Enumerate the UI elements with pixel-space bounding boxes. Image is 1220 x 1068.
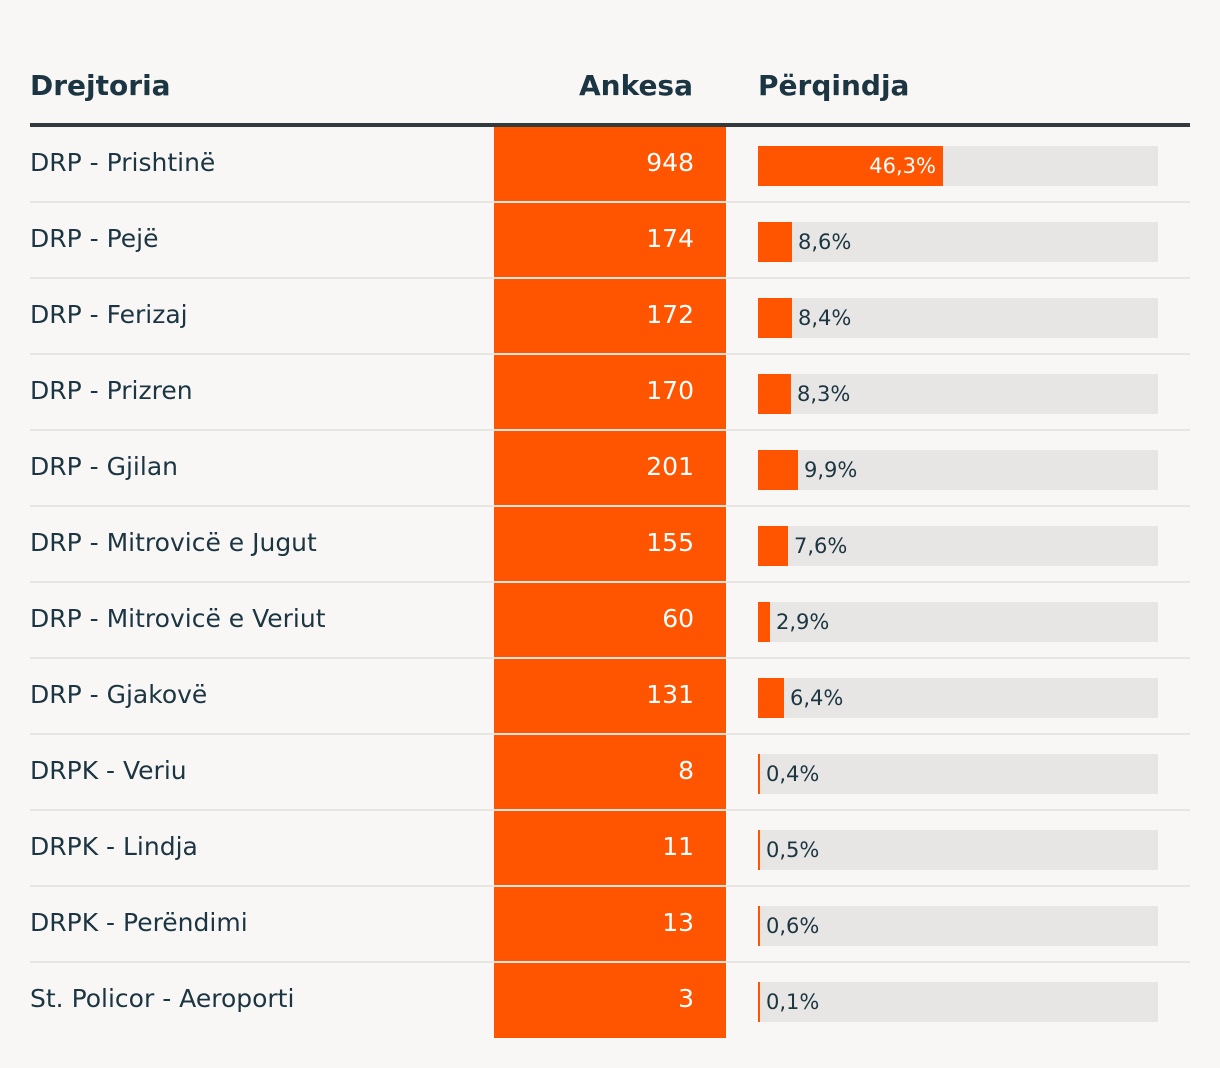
share-label: 8,6% (798, 230, 852, 254)
share-bar-track: 46,3% (758, 146, 1158, 186)
table-row: St. Policor - Aeroporti 3 0,1% (0, 963, 1220, 1039)
row-name: DRP - Prishtinë (30, 148, 216, 177)
column-header-drejtoria: Drejtoria (30, 69, 171, 102)
table-row: DRP - Mitrovicë e Veriut 60 2,9% (0, 583, 1220, 659)
share-label: 8,3% (797, 382, 851, 406)
row-count: 948 (646, 148, 694, 177)
share-label: 7,6% (794, 534, 848, 558)
row-count: 60 (662, 604, 694, 633)
share-bar (758, 678, 784, 718)
row-name: DRP - Mitrovicë e Jugut (30, 528, 317, 557)
share-label: 8,4% (798, 306, 852, 330)
share-label: 2,9% (776, 610, 830, 634)
table-header: Drejtoria Ankesa Përqindja (0, 0, 1220, 127)
row-divider (30, 809, 1190, 811)
row-name: DRPK - Veriu (30, 756, 187, 785)
row-name: DRPK - Lindja (30, 832, 198, 861)
row-count: 13 (662, 908, 694, 937)
row-name: DRP - Prizren (30, 376, 193, 405)
row-count: 11 (662, 832, 694, 861)
row-name: DRP - Gjilan (30, 452, 178, 481)
row-divider (30, 429, 1190, 431)
share-label: 6,4% (790, 686, 844, 710)
share-bar-track: 8,4% (758, 298, 1158, 338)
row-count: 172 (646, 300, 694, 329)
row-name: DRP - Pejë (30, 224, 159, 253)
row-count: 170 (646, 376, 694, 405)
table-row: DRP - Prizren 170 8,3% (0, 355, 1220, 431)
row-divider (30, 505, 1190, 507)
header-divider (30, 123, 1190, 127)
share-bar (758, 830, 760, 870)
row-divider (30, 733, 1190, 735)
row-divider (30, 885, 1190, 887)
table-row: DRPK - Perëndimi 13 0,6% (0, 887, 1220, 963)
row-count: 174 (646, 224, 694, 253)
share-label: 0,5% (766, 838, 820, 862)
row-name: DRPK - Perëndimi (30, 908, 248, 937)
row-divider (30, 353, 1190, 355)
table-row: DRP - Gjilan 201 9,9% (0, 431, 1220, 507)
row-divider (30, 657, 1190, 659)
row-divider (30, 961, 1190, 963)
row-count: 131 (646, 680, 694, 709)
share-bar (758, 146, 943, 186)
row-name: DRP - Gjakovë (30, 680, 208, 709)
row-divider (30, 277, 1190, 279)
share-bar-track: 0,6% (758, 906, 1158, 946)
share-label: 9,9% (804, 458, 858, 482)
table-row: DRP - Ferizaj 172 8,4% (0, 279, 1220, 355)
row-divider (30, 201, 1190, 203)
row-count: 8 (678, 756, 694, 785)
share-bar (758, 450, 798, 490)
share-label: 46,3% (869, 154, 936, 178)
table-row: DRPK - Veriu 8 0,4% (0, 735, 1220, 811)
row-divider (30, 581, 1190, 583)
share-bar-track: 0,5% (758, 830, 1158, 870)
share-bar-track: 6,4% (758, 678, 1158, 718)
row-name: DRP - Mitrovicë e Veriut (30, 604, 326, 633)
share-label: 0,4% (766, 762, 820, 786)
share-bar (758, 754, 760, 794)
share-bar-track: 8,3% (758, 374, 1158, 414)
row-count: 3 (678, 984, 694, 1013)
table-row: DRP - Pejë 174 8,6% (0, 203, 1220, 279)
share-bar-track: 2,9% (758, 602, 1158, 642)
row-count: 155 (646, 528, 694, 557)
share-bar (758, 298, 792, 338)
share-bar (758, 906, 760, 946)
table-row: DRP - Prishtinë 948 46,3% (0, 127, 1220, 203)
table-row: DRP - Mitrovicë e Jugut 155 7,6% (0, 507, 1220, 583)
share-bar (758, 526, 788, 566)
share-label: 0,1% (766, 990, 820, 1014)
column-header-perqindja: Përqindja (758, 69, 910, 102)
share-bar (758, 222, 792, 262)
share-label: 0,6% (766, 914, 820, 938)
share-bar-track: 8,6% (758, 222, 1158, 262)
share-bar-track: 9,9% (758, 450, 1158, 490)
column-header-ankesa: Ankesa (578, 69, 693, 102)
share-bar-track: 7,6% (758, 526, 1158, 566)
share-bar (758, 374, 791, 414)
share-bar (758, 982, 760, 1022)
share-bar-track: 0,4% (758, 754, 1158, 794)
share-bar-track: 0,1% (758, 982, 1158, 1022)
share-bar (758, 602, 770, 642)
table-row: DRPK - Lindja 11 0,5% (0, 811, 1220, 887)
table-body: DRP - Prishtinë 948 46,3% DRP - Pejë 174 8,6%… (0, 127, 1220, 1039)
row-count: 201 (646, 452, 694, 481)
row-name: St. Policor - Aeroporti (30, 984, 295, 1013)
row-name: DRP - Ferizaj (30, 300, 188, 329)
table-row: DRP - Gjakovë 131 6,4% (0, 659, 1220, 735)
